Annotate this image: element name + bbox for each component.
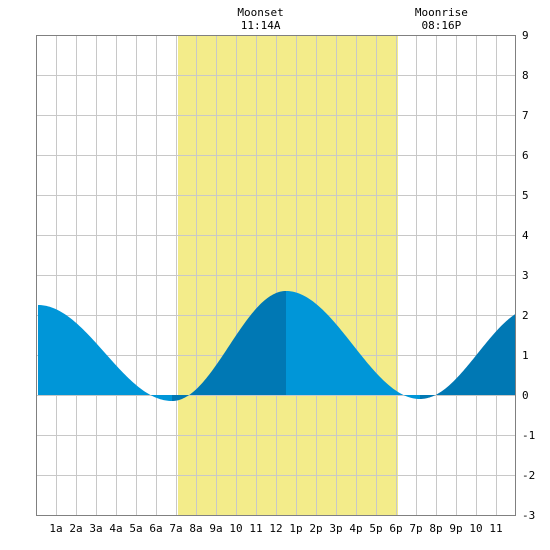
y-tick-label: 5 <box>522 189 529 202</box>
x-tick-label: 7p <box>409 522 422 535</box>
tide-area-rising <box>420 313 516 399</box>
y-tick-label: -2 <box>522 469 535 482</box>
grid-layer <box>36 35 516 515</box>
y-tick-label: -3 <box>522 509 535 522</box>
x-tick-label: 8a <box>189 522 202 535</box>
y-tick-label: 0 <box>522 389 529 402</box>
tide-area-rising <box>172 291 286 401</box>
x-tick-label: 6a <box>149 522 162 535</box>
x-tick-label: 3a <box>89 522 102 535</box>
y-tick-label: 2 <box>522 309 529 322</box>
y-tick-label: -1 <box>522 429 535 442</box>
x-tick-label: 7a <box>169 522 182 535</box>
y-tick-label: 7 <box>522 109 529 122</box>
y-tick-label: 8 <box>522 69 529 82</box>
moon-event-time: 08:16P <box>422 19 462 32</box>
tide-layer <box>38 291 516 401</box>
x-tick-label: 10 <box>229 522 242 535</box>
x-tick-label: 9p <box>449 522 462 535</box>
x-tick-label: 9a <box>209 522 222 535</box>
tide-area-falling <box>38 305 172 401</box>
x-tick-label: 4a <box>109 522 122 535</box>
y-tick-labels: -3 -2 -1 0 1 2 3 4 5 6 7 8 9 <box>522 29 535 522</box>
x-tick-labels: 1a 2a 3a 4a 5a 6a 7a 8a 9a 10 11 12 1p 2p 3p 4p 5p 6p 7p 8p… <box>49 522 502 535</box>
y-tick-label: 3 <box>522 269 529 282</box>
x-tick-label: 5a <box>129 522 142 535</box>
x-tick-label: 2a <box>69 522 82 535</box>
x-tick-label: 2p <box>309 522 322 535</box>
x-tick-label: 4p <box>349 522 362 535</box>
moon-event-time: 11:14A <box>241 19 281 32</box>
x-tick-label: 12 <box>269 522 282 535</box>
y-tick-label: 4 <box>522 229 529 242</box>
x-tick-label: 5p <box>369 522 382 535</box>
plot-frame <box>36 35 516 516</box>
moon-event-label: Moonrise <box>415 6 468 19</box>
x-tick-label: 1a <box>49 522 62 535</box>
x-tick-label: 3p <box>329 522 342 535</box>
x-tick-label: 11 <box>249 522 262 535</box>
moon-event-label: Moonset <box>237 6 283 19</box>
y-tick-label: 1 <box>522 349 529 362</box>
tide-area-falling <box>286 291 420 399</box>
x-tick-label: 8p <box>429 522 442 535</box>
x-tick-label: 6p <box>389 522 402 535</box>
y-tick-label: 9 <box>522 29 529 42</box>
x-tick-label: 1p <box>289 522 302 535</box>
x-tick-label: 11 <box>489 522 502 535</box>
x-tick-label: 10 <box>469 522 482 535</box>
y-tick-label: 6 <box>522 149 529 162</box>
